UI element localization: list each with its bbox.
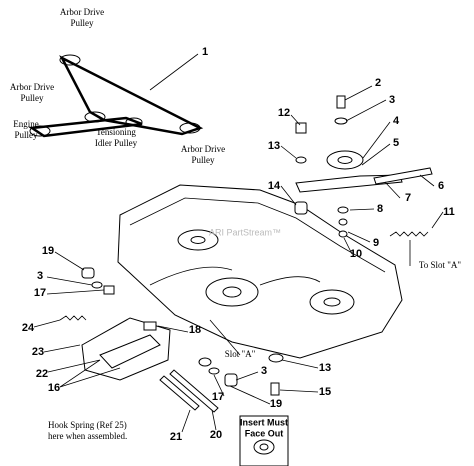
deck-outline <box>117 184 403 359</box>
rod <box>159 375 200 411</box>
callout-number: 10 <box>350 248 362 260</box>
insert-hole <box>259 443 269 451</box>
spindle-hub <box>190 236 206 244</box>
callout-number: 17 <box>34 287 46 299</box>
washer <box>334 117 348 125</box>
callout-number: 12 <box>278 107 290 119</box>
callout-number: 9 <box>373 237 379 249</box>
leader-lines <box>33 53 444 433</box>
bushing <box>224 373 238 387</box>
callout-number: 3 <box>389 94 395 106</box>
label-text: Hook Spring (Ref 25) <box>48 420 127 430</box>
spindle-hub <box>323 297 341 307</box>
idler-assembly <box>294 95 433 238</box>
bolt <box>270 382 280 396</box>
callout-number: 5 <box>393 137 399 149</box>
label-text: Pulley <box>70 18 94 28</box>
deck-contour <box>149 266 321 286</box>
bushing <box>81 267 95 279</box>
label-text: Engine <box>13 119 39 129</box>
nut <box>338 230 348 238</box>
label-text: Arbor Drive <box>10 82 54 92</box>
washer <box>91 281 103 289</box>
label-text: Arbor Drive <box>60 7 104 17</box>
belt <box>59 55 204 136</box>
callout-number: 8 <box>377 203 383 215</box>
callout-number: 24 <box>22 322 35 334</box>
callout-number: 16 <box>48 382 60 394</box>
washer <box>198 357 212 367</box>
callout-number: 1 <box>202 46 208 58</box>
idler-hub <box>337 156 353 164</box>
label-text: Arbor Drive <box>181 144 225 154</box>
label-text: To Slot "A" <box>419 260 462 270</box>
bracket-plate <box>99 334 161 369</box>
callout-number: 20 <box>210 429 222 441</box>
callout-number: 17 <box>212 391 224 403</box>
bolt <box>336 95 346 109</box>
callout-number: 13 <box>319 362 331 374</box>
callout-number: 2 <box>375 77 381 89</box>
left-bracket <box>59 267 284 413</box>
arm-grip <box>373 167 433 185</box>
nut <box>338 218 348 226</box>
label-text: Idler Pulley <box>95 138 138 148</box>
mower-deck <box>117 184 403 359</box>
bushing <box>294 201 308 215</box>
callout-number: 11 <box>443 206 455 218</box>
callout-number: 21 <box>170 431 182 443</box>
label-text: Tensioning <box>96 127 136 137</box>
spring <box>59 315 87 321</box>
label-text: Face Out <box>245 428 284 438</box>
nut <box>295 122 307 134</box>
label-text: here when assembled. <box>48 431 127 441</box>
callout-number: 7 <box>405 192 411 204</box>
washer <box>337 206 349 214</box>
callout-number: 18 <box>189 324 201 336</box>
label-text: Pulley <box>14 130 38 140</box>
label-text: Pulley <box>20 93 44 103</box>
callout-number: 14 <box>268 180 281 192</box>
washer <box>295 156 307 164</box>
rod <box>169 369 219 413</box>
callout-number: 23 <box>32 346 44 358</box>
belt <box>28 116 143 138</box>
belt-diagram <box>28 54 204 138</box>
watermark: ARI PartStream™ <box>209 227 281 237</box>
washer <box>208 367 220 375</box>
bolt <box>143 321 157 331</box>
callout-number: 6 <box>438 180 444 192</box>
callout-number: 3 <box>261 365 267 377</box>
callout-number: 4 <box>393 115 400 127</box>
callout-number: 15 <box>319 386 331 398</box>
washer <box>268 353 284 363</box>
label-text: Pulley <box>191 155 215 165</box>
spindle-hub <box>222 286 242 298</box>
label-text: Slot "A" <box>225 349 256 359</box>
callout-number: 19 <box>42 245 54 257</box>
deck-edge <box>129 197 386 273</box>
callout-number: 13 <box>268 140 280 152</box>
callout-number: 22 <box>36 368 48 380</box>
callout-number: 19 <box>270 398 282 410</box>
nut <box>103 285 115 295</box>
label-text: Insert Must <box>240 417 288 427</box>
spring <box>389 231 429 237</box>
callout-number: 3 <box>37 270 43 282</box>
